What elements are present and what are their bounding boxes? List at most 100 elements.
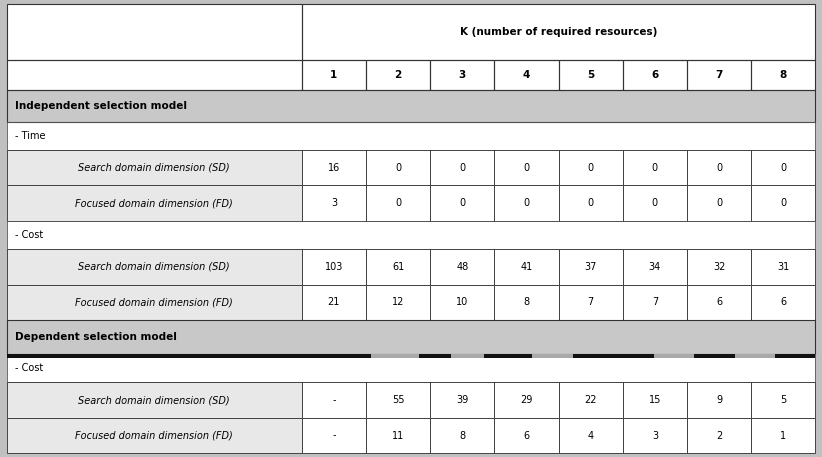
Bar xyxy=(494,60,559,90)
Bar xyxy=(687,249,751,285)
Bar xyxy=(366,60,430,90)
Bar xyxy=(7,186,302,221)
Bar xyxy=(559,150,623,186)
Bar xyxy=(7,150,302,186)
Bar xyxy=(687,186,751,221)
Text: Dependent selection model: Dependent selection model xyxy=(15,332,177,342)
Text: 48: 48 xyxy=(456,262,469,272)
Bar xyxy=(623,285,687,320)
Bar xyxy=(494,249,559,285)
Bar xyxy=(494,382,559,418)
Bar xyxy=(687,249,751,285)
Bar xyxy=(7,221,815,249)
Text: 32: 32 xyxy=(713,262,725,272)
Bar xyxy=(687,186,751,221)
Bar xyxy=(623,186,687,221)
Bar xyxy=(7,354,815,382)
Text: 9: 9 xyxy=(716,395,723,405)
Bar xyxy=(371,354,419,358)
Bar xyxy=(7,320,815,354)
Bar xyxy=(559,186,623,221)
Bar xyxy=(302,418,366,453)
Text: 39: 39 xyxy=(456,395,469,405)
Bar xyxy=(451,354,484,358)
Text: 0: 0 xyxy=(524,163,529,173)
Bar xyxy=(430,418,494,453)
Bar xyxy=(7,122,815,150)
Bar xyxy=(366,418,430,453)
Text: 0: 0 xyxy=(459,198,465,208)
Bar xyxy=(494,60,559,90)
Text: 22: 22 xyxy=(584,395,597,405)
Bar xyxy=(366,150,430,186)
Bar xyxy=(559,418,623,453)
Text: 5: 5 xyxy=(587,70,594,80)
Bar xyxy=(430,249,494,285)
Bar xyxy=(533,354,573,358)
Bar xyxy=(7,285,302,320)
Text: - Time: - Time xyxy=(15,131,45,141)
Bar xyxy=(430,60,494,90)
Bar xyxy=(494,150,559,186)
Text: 4: 4 xyxy=(523,70,530,80)
Bar xyxy=(494,285,559,320)
Bar xyxy=(494,285,559,320)
Bar xyxy=(7,90,815,122)
Bar xyxy=(751,150,815,186)
Bar xyxy=(751,186,815,221)
Text: 10: 10 xyxy=(456,298,469,308)
Bar xyxy=(494,186,559,221)
Bar xyxy=(494,418,559,453)
Bar xyxy=(559,418,623,453)
Bar xyxy=(623,150,687,186)
Bar xyxy=(7,382,302,418)
Bar xyxy=(751,186,815,221)
Text: 3: 3 xyxy=(459,70,466,80)
Bar xyxy=(494,418,559,453)
Text: 34: 34 xyxy=(649,262,661,272)
Bar xyxy=(302,60,366,90)
Bar xyxy=(430,285,494,320)
Bar xyxy=(302,150,366,186)
Text: 61: 61 xyxy=(392,262,404,272)
Bar xyxy=(366,150,430,186)
Bar xyxy=(751,60,815,90)
Bar xyxy=(687,60,751,90)
Bar xyxy=(687,418,751,453)
Bar xyxy=(494,186,559,221)
Bar xyxy=(430,186,494,221)
Bar xyxy=(7,186,302,221)
Text: 15: 15 xyxy=(649,395,661,405)
Text: Focused domain dimension (FD): Focused domain dimension (FD) xyxy=(76,198,233,208)
Text: 7: 7 xyxy=(588,298,593,308)
Text: 21: 21 xyxy=(328,298,340,308)
Bar xyxy=(430,186,494,221)
Text: 7: 7 xyxy=(652,298,658,308)
Bar xyxy=(559,150,623,186)
Bar xyxy=(302,382,366,418)
Bar xyxy=(623,285,687,320)
Text: 4: 4 xyxy=(588,430,593,441)
Bar xyxy=(7,4,302,60)
Bar xyxy=(687,382,751,418)
Bar xyxy=(7,60,302,90)
Bar xyxy=(559,249,623,285)
Bar xyxy=(366,418,430,453)
Bar xyxy=(366,249,430,285)
Text: Focused domain dimension (FD): Focused domain dimension (FD) xyxy=(76,430,233,441)
Bar xyxy=(623,418,687,453)
Bar xyxy=(494,150,559,186)
Text: 41: 41 xyxy=(520,262,533,272)
Bar xyxy=(302,249,366,285)
Text: 31: 31 xyxy=(777,262,789,272)
Bar xyxy=(559,285,623,320)
Text: Focused domain dimension (FD): Focused domain dimension (FD) xyxy=(76,298,233,308)
Bar xyxy=(623,249,687,285)
Bar xyxy=(623,418,687,453)
Text: 0: 0 xyxy=(652,198,658,208)
Bar xyxy=(687,150,751,186)
Text: 6: 6 xyxy=(716,298,723,308)
Bar xyxy=(7,418,302,453)
Bar xyxy=(7,150,302,186)
Bar xyxy=(7,4,302,60)
